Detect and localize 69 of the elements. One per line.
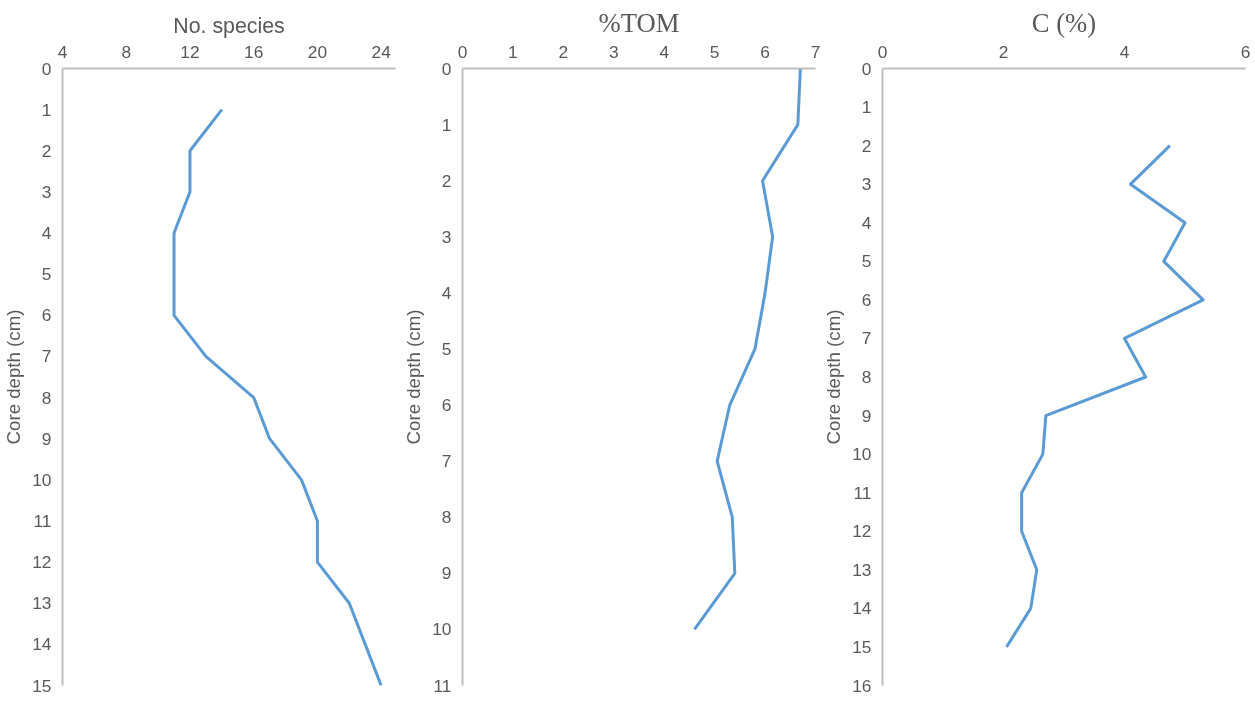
y-tick-label: 10 — [32, 469, 52, 490]
x-tick-label: 4 — [57, 41, 68, 62]
x-tick-label: 4 — [659, 41, 670, 62]
x-tick-label: 7 — [810, 41, 821, 62]
y-tick-label: 14 — [32, 634, 52, 655]
y-tick-label: 12 — [32, 552, 52, 573]
y-tick-label: 4 — [441, 282, 452, 303]
x-tick-label: 0 — [457, 41, 468, 62]
y-tick-label: 16 — [852, 675, 872, 696]
y-tick-label: 3 — [861, 174, 872, 195]
x-tick-label: 1 — [508, 41, 518, 62]
y-tick-label: 8 — [441, 507, 452, 528]
y-tick-label: 1 — [861, 97, 872, 118]
y-tick-label: 1 — [41, 99, 52, 120]
x-tick-label: 16 — [244, 41, 264, 62]
chart-title: C (%) — [1031, 7, 1097, 38]
x-tick-label: 6 — [1240, 41, 1251, 62]
y-tick-label: 3 — [441, 226, 452, 247]
y-tick-label: 9 — [861, 405, 872, 426]
y-tick-label: 7 — [441, 451, 452, 472]
x-tick-label: 5 — [709, 41, 720, 62]
x-tick-label: 2 — [998, 41, 1009, 62]
y-tick-label: 14 — [852, 598, 872, 619]
y-axis-title: Core depth (cm) — [3, 309, 25, 445]
y-tick-label: 0 — [41, 58, 52, 79]
y-tick-label: 13 — [32, 593, 52, 614]
y-tick-label: 3 — [41, 181, 52, 202]
y-tick-label: 5 — [861, 251, 872, 272]
x-tick-label: 4 — [1119, 41, 1130, 62]
y-tick-label: 7 — [41, 346, 52, 367]
chart-title: %TOM — [598, 7, 680, 38]
y-tick-label: 2 — [441, 170, 452, 191]
y-tick-label: 6 — [41, 305, 52, 326]
y-tick-label: 8 — [861, 367, 872, 387]
y-tick-label: 1 — [441, 114, 452, 135]
x-tick-label: 20 — [307, 41, 328, 62]
y-tick-label: 15 — [32, 675, 52, 696]
y-tick-label: 13 — [852, 559, 872, 580]
y-tick-label: 9 — [441, 563, 452, 584]
x-tick-label: 3 — [608, 41, 619, 62]
y-tick-label: 5 — [441, 338, 452, 359]
y-tick-label: 0 — [441, 58, 452, 79]
y-tick-label: 0 — [861, 58, 872, 79]
y-tick-label: 6 — [441, 395, 452, 416]
y-tick-label: 9 — [41, 428, 52, 449]
x-tick-label: 24 — [371, 41, 392, 62]
x-tick-label: 8 — [121, 41, 132, 62]
y-tick-label: 2 — [861, 135, 872, 156]
y-tick-label: 11 — [33, 510, 52, 531]
x-tick-label: 6 — [760, 41, 770, 62]
x-tick-label: 12 — [180, 41, 200, 62]
y-tick-label: 12 — [852, 521, 872, 542]
y-tick-label: 4 — [41, 223, 52, 244]
x-tick-label: 0 — [877, 41, 888, 62]
chart-title: No. species — [173, 13, 285, 38]
y-tick-label: 11 — [853, 482, 872, 503]
y-tick-label: 15 — [852, 636, 872, 657]
x-tick-label: 2 — [558, 41, 569, 62]
y-tick-label: 8 — [41, 387, 52, 408]
y-axis-title: Core depth (cm) — [403, 309, 425, 445]
y-tick-label: 11 — [433, 675, 452, 696]
y-tick-label: 4 — [861, 212, 872, 233]
y-axis-title: Core depth (cm) — [823, 309, 845, 445]
y-tick-label: 7 — [861, 328, 872, 349]
y-tick-label: 10 — [852, 444, 872, 465]
y-tick-label: 6 — [861, 289, 872, 310]
y-tick-label: 5 — [41, 264, 52, 285]
y-tick-label: 2 — [41, 140, 52, 161]
y-tick-label: 10 — [432, 619, 452, 640]
